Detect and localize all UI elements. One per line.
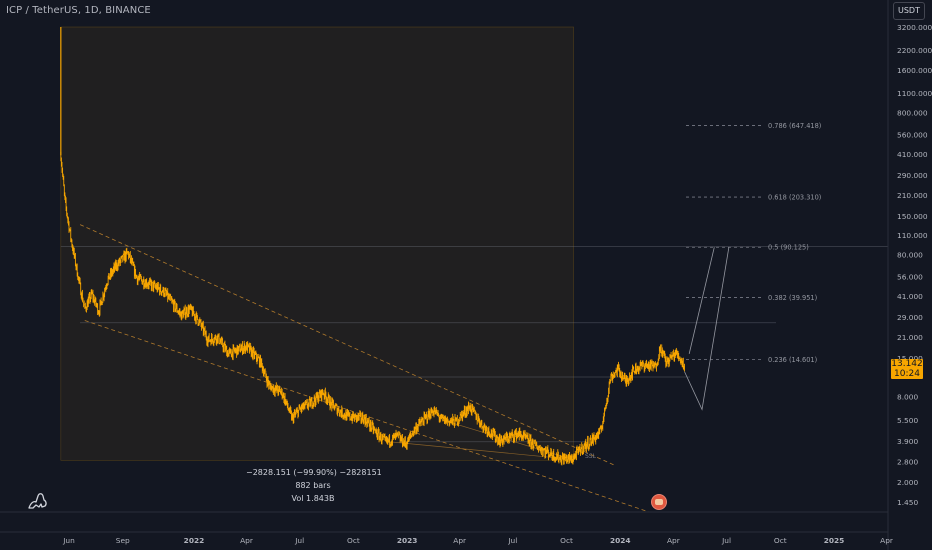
- measure-change: −2828.151 (−99.90%) −2828151: [246, 468, 382, 477]
- price-tick-label: 150.000: [897, 212, 928, 221]
- time-tick-label: 2023: [397, 536, 418, 545]
- candle-series-layer: [60, 151, 685, 466]
- time-tick-label: Oct: [560, 536, 573, 545]
- price-tick-label: 29.000: [897, 313, 923, 322]
- price-tick-label: 210.000: [897, 191, 928, 200]
- fib-extension-layer: 0.786 (647.418) 0.618 (203.310) 0.5 (90.12…: [686, 122, 821, 364]
- projection-path-layer: [684, 247, 730, 411]
- time-tick-label: Apr: [453, 536, 467, 545]
- fib-level-label: 0.236 (14.601): [768, 356, 817, 364]
- symbol-title[interactable]: ICP / TetherUS, 1D, BINANCE: [6, 5, 151, 16]
- fib-level-label: 0.786 (647.418): [768, 122, 821, 130]
- measure-stats: −2828.151 (−99.90%) −2828151 882 bars Vo…: [246, 466, 382, 505]
- price-tick-label: 110.000: [897, 231, 928, 240]
- support-line: [388, 441, 561, 459]
- bar-countdown: 10:24: [894, 369, 920, 379]
- projection-path-2: [688, 247, 715, 354]
- time-tick-label: Apr: [240, 536, 254, 545]
- time-axis[interactable]: Jun Sep 2022 Apr Jul Oct 2023 Apr Jul Oct 2024 Apr J…: [0, 0, 894, 550]
- channel-lower-line: [84, 320, 650, 513]
- price-tick-label: 8.000: [897, 393, 918, 402]
- time-tick-label: Jul: [721, 536, 731, 545]
- time-tick-label: Sep: [116, 536, 130, 545]
- price-tick-label: 15.000: [897, 354, 923, 363]
- price-tick-label: 1100.000: [897, 89, 932, 98]
- time-tick-label: 2025: [824, 536, 845, 545]
- fib-level-label: 0.5 (90.125): [768, 244, 809, 252]
- price-tick-label: 80.000: [897, 251, 923, 260]
- price-tick-label: 1.450: [897, 498, 918, 507]
- last-price-tag: 13.142 10:24: [891, 359, 923, 379]
- time-tick-label: Jul: [294, 536, 304, 545]
- time-tick-label: Oct: [347, 536, 360, 545]
- time-tick-label: Jun: [62, 536, 75, 545]
- last-price: 13.142: [891, 359, 923, 369]
- time-tick-label: Oct: [774, 536, 787, 545]
- price-tick-label: 1600.000: [897, 66, 932, 75]
- price-tick-label: 2.000: [897, 478, 918, 487]
- alert-badge-icon[interactable]: [651, 494, 667, 510]
- time-tick-label: 2022: [184, 536, 205, 545]
- price-tick-label: 560.000: [897, 131, 928, 140]
- price-tick-label: 2.800: [897, 457, 918, 466]
- price-tick-label: 3.900: [897, 437, 918, 446]
- price-tick-label: 410.000: [897, 150, 928, 159]
- measure-box: [60, 26, 574, 461]
- price-tick-label: 21.000: [897, 333, 923, 342]
- time-tick-label: Apr: [667, 536, 681, 545]
- measure-box-layer: [60, 26, 574, 461]
- price-tick-label: 5.500: [897, 416, 918, 425]
- ssl-annotation: SSL: [585, 453, 597, 460]
- measure-bars: 882 bars: [295, 481, 331, 490]
- price-tick-label: 800.000: [897, 109, 928, 118]
- price-tick-label: 2200.000: [897, 46, 932, 55]
- fib-level-label: 0.618 (203.310): [768, 194, 821, 202]
- time-tick-label: 2024: [610, 536, 631, 545]
- price-tick-label: 56.000: [897, 273, 923, 282]
- currency-button[interactable]: USDT: [893, 2, 925, 20]
- price-tick-label: 3200.000: [897, 23, 932, 32]
- time-tick-label: Jul: [507, 536, 517, 545]
- price-tick-label: 290.000: [897, 171, 928, 180]
- fib-level-label: 0.382 (39.951): [768, 294, 817, 302]
- measure-vol: Vol 1.843B: [291, 494, 335, 503]
- time-tick-label: Apr: [880, 536, 894, 545]
- projection-path-1: [684, 247, 730, 411]
- tradingview-logo-icon[interactable]: [26, 490, 50, 510]
- price-axis[interactable]: 3200.000 2200.000 1600.000 1100.000 800.000 5…: [897, 23, 932, 507]
- price-tick-label: 41.000: [897, 292, 923, 301]
